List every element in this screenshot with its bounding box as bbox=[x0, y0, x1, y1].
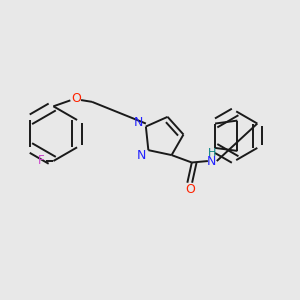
Text: H: H bbox=[208, 148, 216, 158]
Text: N: N bbox=[137, 149, 146, 162]
Text: O: O bbox=[185, 183, 195, 196]
Text: F: F bbox=[38, 154, 44, 167]
Text: N: N bbox=[207, 154, 216, 167]
Text: O: O bbox=[71, 92, 81, 105]
Text: N: N bbox=[134, 116, 143, 130]
